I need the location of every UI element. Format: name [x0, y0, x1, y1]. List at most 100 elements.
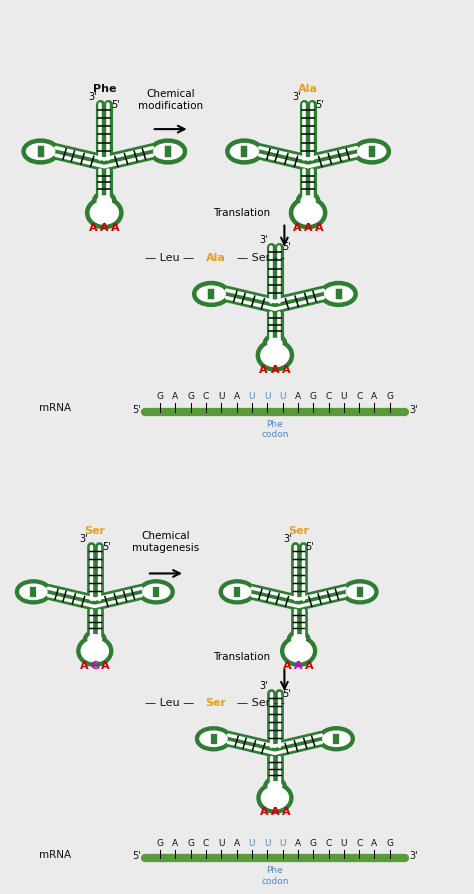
- Text: Ser: Ser: [205, 697, 226, 707]
- Ellipse shape: [90, 201, 118, 224]
- Ellipse shape: [143, 584, 170, 600]
- Text: A: A: [259, 366, 268, 375]
- Text: A: A: [173, 839, 179, 848]
- Text: C: C: [356, 392, 362, 401]
- Text: 3': 3': [259, 235, 268, 245]
- Text: 5': 5': [306, 542, 314, 552]
- Ellipse shape: [323, 731, 350, 746]
- Ellipse shape: [294, 201, 322, 224]
- Text: Phe
codon: Phe codon: [261, 866, 289, 886]
- Text: A: A: [282, 807, 290, 817]
- Ellipse shape: [268, 781, 282, 791]
- Text: U: U: [279, 839, 286, 848]
- Text: A: A: [111, 223, 120, 233]
- Text: 5': 5': [102, 542, 110, 552]
- Text: — Ser —: — Ser —: [237, 253, 285, 263]
- Text: U: U: [218, 839, 225, 848]
- Text: G: G: [90, 661, 100, 670]
- Ellipse shape: [285, 640, 312, 662]
- Ellipse shape: [261, 344, 289, 367]
- Text: Phe: Phe: [92, 83, 116, 94]
- Text: A: A: [315, 223, 324, 233]
- Text: A: A: [305, 661, 314, 670]
- Text: Ser: Ser: [288, 526, 309, 536]
- Text: — Leu —: — Leu —: [145, 697, 194, 707]
- Text: — Ser —: — Ser —: [237, 697, 285, 707]
- Text: Translation: Translation: [213, 653, 270, 662]
- Text: Ser: Ser: [84, 526, 105, 536]
- Text: A: A: [295, 839, 301, 848]
- Text: A: A: [294, 661, 303, 670]
- Text: G: G: [310, 839, 317, 848]
- Ellipse shape: [261, 787, 289, 809]
- Text: A: A: [295, 392, 301, 401]
- Text: A: A: [283, 661, 292, 670]
- Text: U: U: [249, 839, 255, 848]
- Text: A: A: [371, 839, 377, 848]
- Text: 5': 5': [132, 851, 141, 861]
- Text: 5': 5': [282, 688, 291, 698]
- Text: A: A: [371, 392, 377, 401]
- Text: 5': 5': [315, 100, 324, 110]
- Text: U: U: [340, 392, 347, 401]
- Text: Chemical
modification: Chemical modification: [138, 89, 203, 112]
- Text: U: U: [249, 392, 255, 401]
- Text: 3': 3': [409, 405, 418, 415]
- Text: 3': 3': [283, 535, 292, 544]
- Text: A: A: [100, 223, 109, 233]
- Text: A: A: [282, 366, 291, 375]
- Text: Translation: Translation: [213, 208, 270, 218]
- Ellipse shape: [88, 635, 101, 644]
- Text: Ala: Ala: [206, 253, 226, 263]
- Text: A: A: [234, 839, 240, 848]
- Text: U: U: [279, 392, 286, 401]
- Ellipse shape: [268, 339, 282, 348]
- Text: U: U: [264, 839, 271, 848]
- Ellipse shape: [154, 144, 182, 159]
- Ellipse shape: [224, 584, 251, 600]
- Ellipse shape: [358, 144, 386, 159]
- Text: A: A: [260, 807, 268, 817]
- Text: C: C: [203, 839, 209, 848]
- Text: A: A: [292, 223, 301, 233]
- Ellipse shape: [325, 286, 353, 302]
- Text: G: G: [386, 392, 393, 401]
- Text: 5': 5': [132, 405, 141, 415]
- Text: 5': 5': [282, 242, 291, 252]
- Ellipse shape: [200, 731, 227, 746]
- Text: A: A: [234, 392, 240, 401]
- Text: G: G: [156, 839, 164, 848]
- Text: mRNA: mRNA: [39, 403, 71, 413]
- Text: A: A: [271, 807, 279, 817]
- Text: C: C: [356, 839, 362, 848]
- Text: 3': 3': [409, 851, 418, 861]
- Text: C: C: [203, 392, 209, 401]
- Text: Chemical
mutagenesis: Chemical mutagenesis: [132, 531, 200, 553]
- Text: Phe
codon: Phe codon: [261, 420, 289, 439]
- Text: C: C: [325, 392, 332, 401]
- Text: U: U: [340, 839, 347, 848]
- Ellipse shape: [346, 584, 374, 600]
- Text: mRNA: mRNA: [39, 850, 71, 860]
- Text: Ala: Ala: [298, 83, 318, 94]
- Ellipse shape: [27, 144, 55, 159]
- Text: C: C: [325, 839, 332, 848]
- Text: G: G: [187, 839, 194, 848]
- Text: A: A: [101, 661, 110, 670]
- Ellipse shape: [81, 640, 109, 662]
- Ellipse shape: [97, 196, 111, 206]
- Text: G: G: [310, 392, 317, 401]
- Text: 5': 5': [111, 100, 120, 110]
- Text: A: A: [304, 223, 312, 233]
- Text: 3': 3': [292, 92, 301, 102]
- Text: G: G: [187, 392, 194, 401]
- Text: A: A: [89, 223, 97, 233]
- Text: G: G: [386, 839, 393, 848]
- Ellipse shape: [292, 635, 305, 644]
- Text: 3': 3': [89, 92, 97, 102]
- Ellipse shape: [301, 196, 315, 206]
- Ellipse shape: [197, 286, 225, 302]
- Text: U: U: [218, 392, 225, 401]
- Text: A: A: [80, 661, 88, 670]
- Text: 3': 3': [79, 535, 88, 544]
